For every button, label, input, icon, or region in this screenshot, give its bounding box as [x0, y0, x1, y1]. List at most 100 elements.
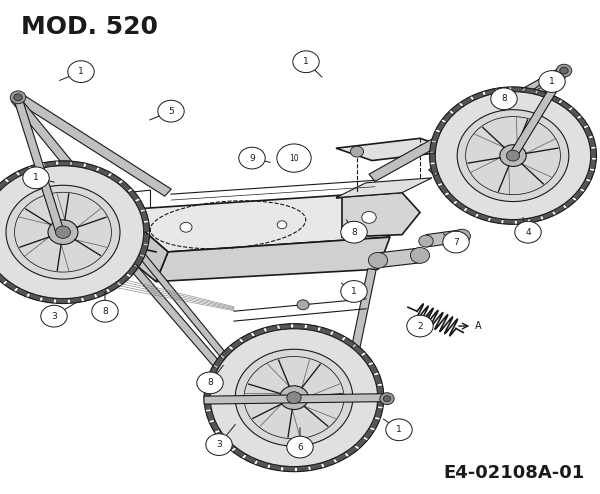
Polygon shape — [439, 184, 448, 194]
Polygon shape — [83, 294, 95, 301]
Circle shape — [500, 145, 526, 166]
Polygon shape — [377, 397, 384, 407]
Circle shape — [206, 434, 232, 455]
Polygon shape — [346, 446, 358, 456]
Polygon shape — [31, 163, 43, 170]
Circle shape — [443, 231, 469, 253]
Polygon shape — [269, 464, 281, 471]
Polygon shape — [221, 347, 232, 357]
Polygon shape — [11, 97, 118, 222]
Polygon shape — [233, 449, 245, 458]
Text: 3: 3 — [216, 440, 222, 449]
Polygon shape — [436, 121, 446, 131]
Polygon shape — [119, 181, 131, 191]
Text: 9: 9 — [249, 154, 255, 163]
Polygon shape — [432, 131, 440, 141]
Polygon shape — [140, 211, 148, 221]
Polygon shape — [586, 170, 594, 180]
Polygon shape — [230, 339, 242, 349]
Polygon shape — [323, 459, 335, 467]
Polygon shape — [42, 297, 54, 303]
Polygon shape — [374, 374, 382, 384]
Polygon shape — [319, 327, 332, 335]
Circle shape — [457, 110, 569, 202]
Polygon shape — [580, 180, 590, 190]
Polygon shape — [537, 90, 549, 98]
Polygon shape — [335, 453, 347, 462]
Circle shape — [368, 252, 388, 268]
Polygon shape — [564, 198, 575, 207]
Circle shape — [383, 396, 391, 402]
Polygon shape — [375, 408, 383, 418]
Text: A: A — [475, 321, 482, 331]
Polygon shape — [484, 88, 496, 95]
Circle shape — [48, 220, 78, 245]
Polygon shape — [578, 117, 587, 127]
Polygon shape — [524, 87, 536, 94]
Polygon shape — [511, 87, 523, 92]
Polygon shape — [116, 250, 241, 390]
Text: 10: 10 — [289, 154, 299, 163]
Polygon shape — [293, 324, 305, 329]
Polygon shape — [332, 331, 344, 340]
Polygon shape — [253, 328, 265, 336]
Polygon shape — [0, 180, 8, 190]
Polygon shape — [451, 104, 462, 113]
Polygon shape — [56, 299, 68, 303]
Circle shape — [68, 61, 94, 82]
Circle shape — [556, 64, 572, 77]
Polygon shape — [498, 87, 509, 92]
Text: 1: 1 — [549, 77, 555, 86]
Polygon shape — [98, 168, 110, 176]
Circle shape — [380, 393, 394, 405]
Polygon shape — [336, 178, 432, 198]
Circle shape — [92, 300, 118, 322]
Polygon shape — [28, 293, 41, 301]
Circle shape — [14, 94, 22, 101]
Text: 1: 1 — [351, 287, 357, 296]
Polygon shape — [472, 92, 484, 100]
Polygon shape — [143, 222, 149, 232]
Circle shape — [180, 222, 192, 232]
Polygon shape — [430, 154, 436, 163]
Polygon shape — [378, 248, 420, 268]
Polygon shape — [156, 237, 390, 282]
Polygon shape — [120, 195, 390, 252]
Polygon shape — [490, 217, 502, 224]
Circle shape — [158, 100, 184, 122]
Polygon shape — [16, 94, 172, 196]
Circle shape — [297, 300, 309, 310]
Polygon shape — [430, 142, 437, 152]
Polygon shape — [132, 246, 249, 384]
Circle shape — [362, 211, 376, 223]
Text: 1: 1 — [396, 425, 402, 434]
Polygon shape — [297, 466, 308, 472]
Polygon shape — [205, 377, 213, 387]
Polygon shape — [280, 324, 291, 329]
Polygon shape — [5, 282, 17, 291]
Circle shape — [6, 185, 120, 279]
Polygon shape — [310, 463, 322, 470]
Polygon shape — [134, 256, 144, 266]
Circle shape — [341, 281, 367, 302]
Text: 8: 8 — [501, 94, 507, 103]
Polygon shape — [584, 127, 593, 137]
Circle shape — [41, 305, 67, 327]
Polygon shape — [503, 219, 515, 224]
Circle shape — [197, 372, 223, 394]
Circle shape — [435, 91, 591, 220]
Circle shape — [277, 221, 287, 229]
Text: 8: 8 — [102, 307, 108, 316]
Polygon shape — [215, 431, 226, 442]
Polygon shape — [241, 333, 253, 342]
Polygon shape — [364, 429, 374, 439]
Polygon shape — [350, 269, 376, 356]
Polygon shape — [569, 108, 580, 118]
Polygon shape — [530, 216, 542, 223]
Polygon shape — [127, 266, 138, 276]
Text: 2: 2 — [417, 322, 423, 330]
Polygon shape — [109, 173, 121, 183]
Circle shape — [23, 167, 49, 189]
Polygon shape — [16, 288, 28, 296]
Polygon shape — [283, 466, 295, 472]
